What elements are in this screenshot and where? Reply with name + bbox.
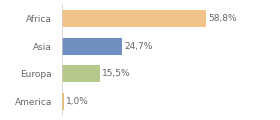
Bar: [62, 10, 206, 27]
Bar: [62, 93, 64, 110]
Text: 58,8%: 58,8%: [208, 14, 237, 23]
Bar: [62, 65, 100, 82]
Text: 24,7%: 24,7%: [124, 42, 153, 51]
Bar: [62, 38, 122, 55]
Text: 15,5%: 15,5%: [102, 69, 130, 78]
Text: 1,0%: 1,0%: [66, 97, 89, 106]
